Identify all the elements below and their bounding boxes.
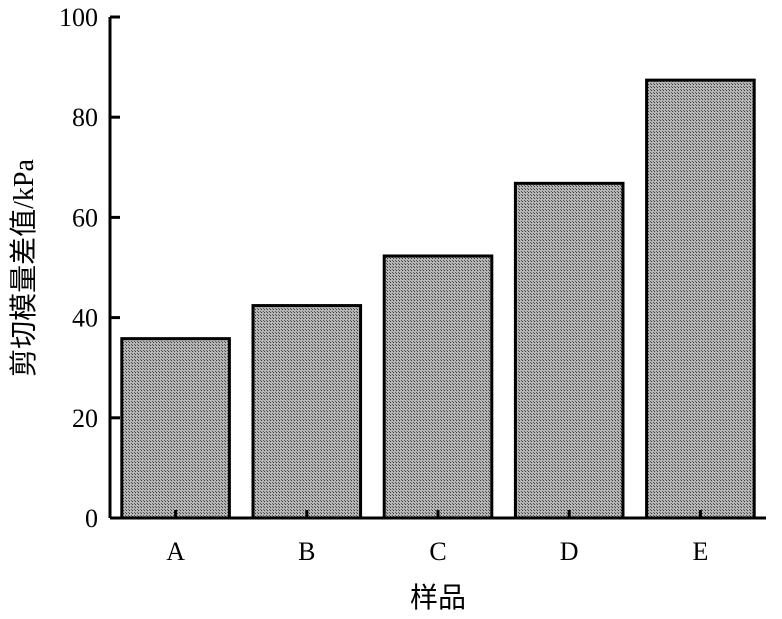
bar-B (251, 304, 363, 520)
bar-A (120, 337, 231, 520)
x-tick-label: E (692, 537, 708, 566)
bars-group (120, 78, 756, 520)
x-ticks-group: A B C D E (166, 510, 708, 566)
y-tick-label: 60 (72, 203, 98, 232)
bar-C (382, 254, 494, 520)
y-ticks-group: 0 20 40 60 80 100 (59, 3, 120, 533)
bar-E (645, 78, 756, 520)
y-tick-label: 20 (72, 404, 98, 433)
y-tick-label: 0 (85, 504, 98, 533)
y-tick-label: 40 (72, 304, 98, 333)
bar-D (513, 181, 625, 520)
x-tick-label: B (298, 537, 315, 566)
x-tick-label: A (166, 537, 185, 566)
y-tick-label: 100 (59, 3, 98, 32)
y-axis-title: 剪切模量差值/kPa (8, 159, 40, 377)
x-axis-title: 样品 (410, 582, 466, 614)
y-tick-label: 80 (72, 103, 98, 132)
x-tick-label: D (560, 537, 579, 566)
x-tick-label: C (429, 537, 446, 566)
